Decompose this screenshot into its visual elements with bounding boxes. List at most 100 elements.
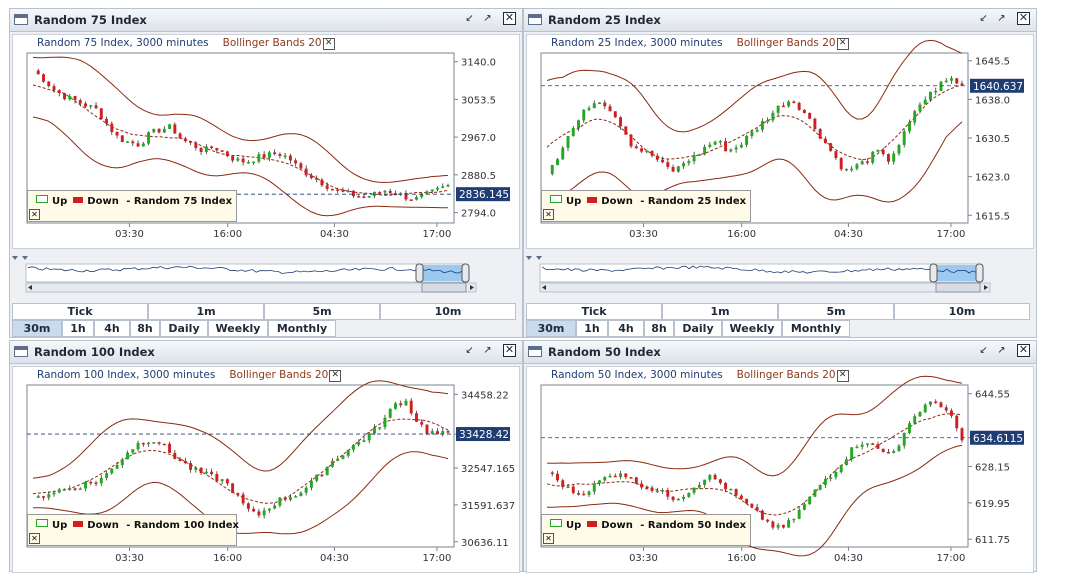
scroll-right-icon[interactable] bbox=[470, 285, 474, 290]
candle bbox=[724, 482, 728, 490]
remove-indicator-icon[interactable]: ✕ bbox=[836, 38, 849, 50]
candle bbox=[745, 135, 749, 145]
close-icon[interactable]: ✕ bbox=[1017, 343, 1030, 357]
timeframe-4h[interactable]: 4h bbox=[94, 320, 130, 337]
navigator-scrollbar[interactable] bbox=[25, 282, 477, 293]
scroll-thumb[interactable] bbox=[935, 282, 981, 293]
last-price-label: 33428.42 bbox=[459, 429, 509, 441]
indicator-label[interactable]: Bollinger Bands 20 bbox=[736, 369, 836, 381]
bollinger-middle-band bbox=[546, 84, 963, 161]
candle bbox=[383, 190, 387, 193]
remove-indicator-icon[interactable]: ✕ bbox=[322, 38, 335, 50]
candle bbox=[126, 452, 130, 460]
maximize-icon[interactable]: ↗ bbox=[483, 13, 492, 24]
down-swatch bbox=[73, 197, 84, 203]
maximize-icon[interactable]: ↗ bbox=[997, 13, 1006, 24]
y-tick-label: 30636.11 bbox=[461, 538, 509, 549]
candle bbox=[944, 407, 948, 411]
timeframe-5m[interactable]: 5m bbox=[778, 303, 894, 320]
timeframe-1h[interactable]: 1h bbox=[62, 320, 94, 337]
close-icon[interactable]: ✕ bbox=[1017, 11, 1030, 25]
last-price-box bbox=[970, 430, 1024, 445]
minimize-icon[interactable]: ↙ bbox=[465, 13, 474, 24]
expand-arrow-icon[interactable] bbox=[536, 256, 542, 260]
remove-indicator-icon[interactable]: ✕ bbox=[836, 370, 849, 382]
minimize-icon[interactable]: ↙ bbox=[465, 345, 474, 356]
navigator-track bbox=[25, 263, 467, 283]
candle bbox=[315, 474, 319, 481]
timeframe-monthly[interactable]: Monthly bbox=[268, 320, 336, 337]
timeframe-30m[interactable]: 30m bbox=[526, 320, 576, 337]
legend-close-icon[interactable]: ✕ bbox=[543, 209, 554, 220]
timeframe-1m[interactable]: 1m bbox=[662, 303, 778, 320]
candle bbox=[241, 494, 245, 504]
remove-indicator-icon[interactable]: ✕ bbox=[329, 370, 342, 382]
candle bbox=[147, 132, 151, 144]
candle bbox=[865, 443, 869, 445]
collapse-arrow-icon[interactable] bbox=[526, 256, 532, 260]
timeframe-30m[interactable]: 30m bbox=[12, 320, 62, 337]
timeframe-weekly[interactable]: Weekly bbox=[722, 320, 782, 337]
timeframe-tick[interactable]: Tick bbox=[12, 303, 148, 320]
timeframe-monthly[interactable]: Monthly bbox=[782, 320, 850, 337]
timeframe-weekly[interactable]: Weekly bbox=[208, 320, 268, 337]
navigator-window[interactable] bbox=[420, 265, 466, 281]
timeframe-10m[interactable]: 10m bbox=[380, 303, 516, 320]
close-icon[interactable]: ✕ bbox=[503, 11, 516, 25]
indicator-label[interactable]: Bollinger Bands 20 bbox=[222, 37, 322, 49]
collapse-arrow-icon[interactable] bbox=[12, 256, 18, 260]
maximize-icon[interactable]: ↗ bbox=[997, 345, 1006, 356]
timeframe-5m[interactable]: 5m bbox=[264, 303, 380, 320]
candle bbox=[950, 410, 953, 416]
timeframe-1h[interactable]: 1h bbox=[576, 320, 608, 337]
candle bbox=[918, 412, 922, 417]
legend-close-icon[interactable]: ✕ bbox=[543, 533, 554, 544]
navigator-left-handle[interactable] bbox=[415, 263, 424, 283]
expand-arrow-icon[interactable] bbox=[22, 256, 28, 260]
maximize-icon[interactable]: ↗ bbox=[483, 345, 492, 356]
scroll-left-icon[interactable] bbox=[542, 285, 546, 290]
candle bbox=[624, 126, 628, 135]
scroll-left-icon[interactable] bbox=[28, 285, 32, 290]
legend-close-icon[interactable]: ✕ bbox=[29, 209, 40, 220]
navigator-right-handle[interactable] bbox=[975, 263, 984, 283]
timeframe-1m[interactable]: 1m bbox=[148, 303, 264, 320]
timeframe-10m[interactable]: 10m bbox=[894, 303, 1030, 320]
navigator-strip[interactable] bbox=[526, 252, 1034, 294]
timeframe-tick[interactable]: Tick bbox=[526, 303, 662, 320]
candle bbox=[918, 104, 922, 112]
indicator-label[interactable]: Bollinger Bands 20 bbox=[229, 369, 329, 381]
navigator-left-handle[interactable] bbox=[929, 263, 938, 283]
close-icon[interactable]: ✕ bbox=[503, 343, 516, 357]
navigator-strip[interactable] bbox=[12, 252, 520, 294]
scroll-thumb[interactable] bbox=[421, 282, 467, 293]
candle bbox=[550, 472, 554, 474]
candle bbox=[855, 446, 859, 449]
navigator-window[interactable] bbox=[934, 265, 980, 281]
candle bbox=[771, 112, 775, 121]
navigator-right-handle[interactable] bbox=[461, 263, 470, 283]
legend-close-icon[interactable]: ✕ bbox=[29, 533, 40, 544]
indicator-label[interactable]: Bollinger Bands 20 bbox=[736, 37, 836, 49]
navigator-scrollbar[interactable] bbox=[539, 282, 991, 293]
timeframe-daily[interactable]: Daily bbox=[160, 320, 208, 337]
timeframe-daily[interactable]: Daily bbox=[674, 320, 722, 337]
timeframe-4h[interactable]: 4h bbox=[608, 320, 644, 337]
candle bbox=[394, 193, 397, 195]
timeframe-8h[interactable]: 8h bbox=[130, 320, 160, 337]
candle bbox=[404, 193, 408, 200]
candle bbox=[446, 431, 450, 433]
candle bbox=[257, 511, 261, 516]
candle bbox=[194, 142, 198, 149]
candle bbox=[273, 505, 277, 509]
candle bbox=[671, 496, 675, 501]
candle bbox=[409, 400, 413, 414]
timeframe-8h[interactable]: 8h bbox=[644, 320, 674, 337]
candle bbox=[934, 90, 938, 93]
minimize-icon[interactable]: ↙ bbox=[979, 13, 988, 24]
navigator[interactable] bbox=[12, 252, 520, 294]
navigator[interactable] bbox=[526, 252, 1034, 294]
chart-area: Random 100 Index, 3000 minutes Bollinger … bbox=[12, 366, 520, 573]
scroll-right-icon[interactable] bbox=[984, 285, 988, 290]
minimize-icon[interactable]: ↙ bbox=[979, 345, 988, 356]
